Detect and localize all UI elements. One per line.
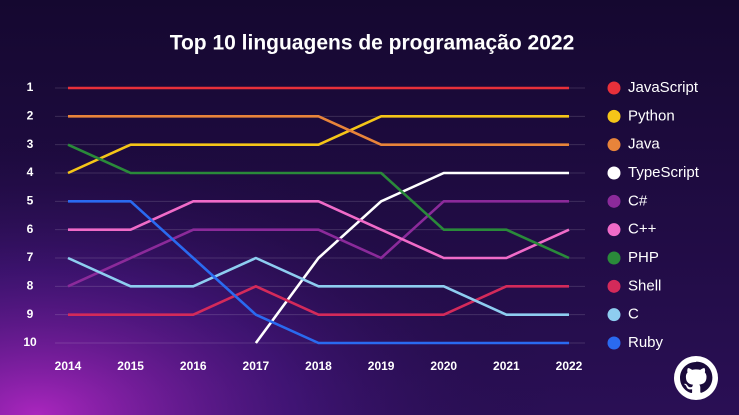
legend-label: PHP bbox=[628, 249, 659, 266]
series-line bbox=[67, 256, 569, 316]
y-tick-label: 10 bbox=[23, 335, 37, 349]
y-tick-label: 1 bbox=[27, 80, 34, 94]
legend-label: C++ bbox=[628, 221, 657, 238]
x-tick-label: 2014 bbox=[55, 359, 82, 373]
legend-marker bbox=[607, 138, 621, 152]
series-line bbox=[68, 115, 569, 146]
x-tick-label: 2015 bbox=[117, 359, 144, 373]
series-line bbox=[68, 200, 569, 345]
series-line bbox=[68, 285, 569, 316]
legend-marker bbox=[607, 223, 621, 237]
chart-title: Top 10 linguagens de programação 2022 bbox=[170, 32, 575, 55]
legend-label: Ruby bbox=[628, 334, 664, 351]
legend-marker bbox=[607, 336, 621, 350]
legend-marker bbox=[607, 251, 621, 265]
x-tick-label: 2019 bbox=[368, 359, 395, 373]
legend-label: Python bbox=[628, 107, 675, 124]
y-tick-label: 4 bbox=[27, 165, 34, 179]
legend-marker bbox=[607, 308, 621, 322]
x-tick-label: 2020 bbox=[430, 359, 457, 373]
github-logo bbox=[674, 356, 718, 400]
series-line bbox=[67, 200, 569, 288]
legend-marker bbox=[607, 81, 621, 95]
x-tick-label: 2016 bbox=[180, 359, 207, 373]
x-tick-label: 2021 bbox=[493, 359, 520, 373]
legend-label: JavaScript bbox=[628, 79, 699, 96]
y-tick-label: 7 bbox=[27, 250, 34, 264]
legend-label: TypeScript bbox=[628, 164, 700, 181]
series-line bbox=[67, 143, 570, 260]
x-tick-label: 2022 bbox=[556, 359, 583, 373]
series-line bbox=[67, 115, 569, 175]
y-tick-label: 2 bbox=[27, 109, 34, 123]
legend-marker bbox=[607, 109, 621, 123]
x-tick-label: 2018 bbox=[305, 359, 332, 373]
series-line bbox=[254, 171, 569, 344]
y-tick-label: 8 bbox=[27, 279, 34, 293]
y-tick-label: 5 bbox=[27, 194, 34, 208]
y-tick-label: 3 bbox=[27, 137, 34, 151]
legend-label: Java bbox=[628, 136, 660, 153]
legend-marker bbox=[607, 279, 621, 293]
legend-label: C# bbox=[628, 192, 648, 209]
x-tick-label: 2017 bbox=[243, 359, 270, 373]
legend-label: C bbox=[628, 306, 639, 323]
legend-marker bbox=[607, 194, 621, 208]
legend-marker bbox=[607, 166, 621, 180]
y-tick-label: 9 bbox=[27, 307, 34, 321]
y-tick-label: 6 bbox=[27, 222, 34, 236]
legend-label: Shell bbox=[628, 277, 661, 294]
